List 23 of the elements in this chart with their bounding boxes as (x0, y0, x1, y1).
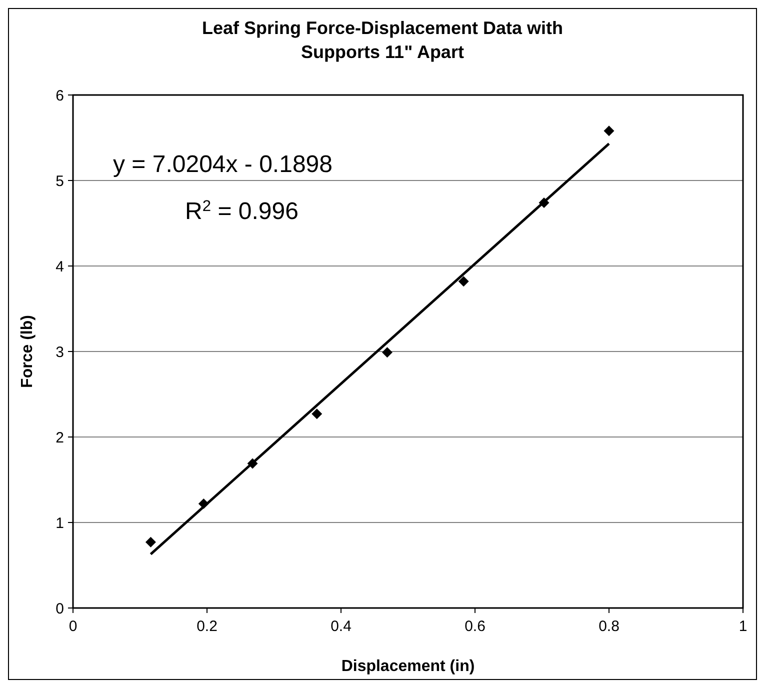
point (604, 126, 614, 136)
x-tick-label: 0.6 (464, 618, 486, 635)
y-tick-label: 1 (56, 514, 64, 532)
point (458, 276, 469, 287)
point (312, 408, 322, 420)
x-tick-label: 0.2 (196, 618, 218, 635)
x-axis-title: Displacement (in) (341, 658, 475, 675)
y-tick-label: 5 (56, 172, 64, 190)
y-tick-label: 0 (56, 600, 64, 618)
y-tick-label: 6 (56, 87, 64, 104)
point (145, 536, 156, 548)
y-axis-title: Force (lb) (19, 315, 36, 388)
x-tick-label: 1 (738, 618, 748, 635)
point (382, 347, 392, 358)
x-tick-label: 0.8 (598, 618, 620, 635)
y-tick-label: 4 (56, 258, 64, 276)
y-tick-label: 3 (56, 344, 64, 361)
annotation: R$^{2}$ = 0.996 (185, 198, 298, 225)
chart-title: Leaf Spring Force-Displacement Data with Supports 11" Apart (202, 18, 564, 62)
x-tick-label: 0 (68, 618, 78, 635)
y-tick-label: 2 (56, 429, 64, 446)
x-tick-label: 0.4 (330, 618, 352, 635)
annotation: y = 7.0204x - 0.1898 (113, 151, 332, 178)
